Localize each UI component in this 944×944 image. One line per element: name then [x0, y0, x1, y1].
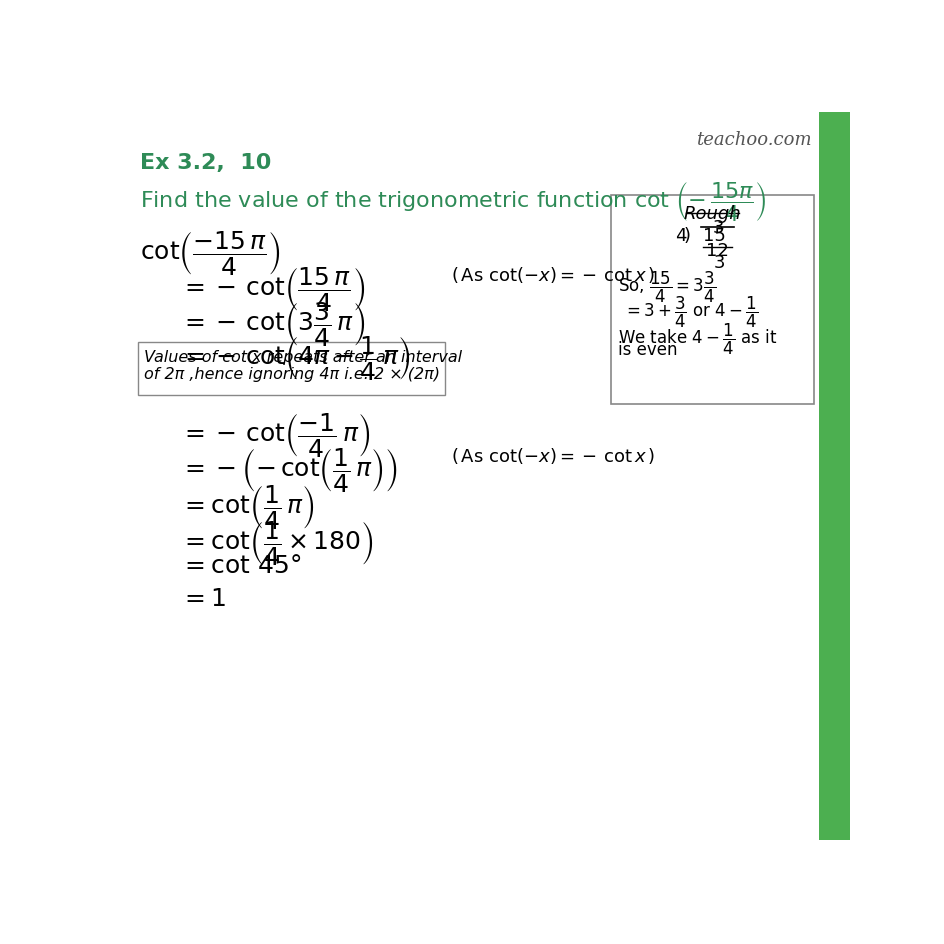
Text: $(\,\mathrm{As}\ \mathrm{cot}(-x) = -\,\mathrm{cot}\,x\,)$: $(\,\mathrm{As}\ \mathrm{cot}(-x) = -\,\…	[451, 446, 655, 465]
Text: $(\,\mathrm{As}\ \mathrm{cot}(-x) = -\,\mathrm{cot}\,x\,)$: $(\,\mathrm{As}\ \mathrm{cot}(-x) = -\,\…	[451, 265, 655, 285]
Text: We take $4-\dfrac{1}{4}$ as it: We take $4-\dfrac{1}{4}$ as it	[617, 321, 777, 356]
Text: $= -\,\mathrm{cot}\left(\dfrac{15\,\pi}{4}\right)$: $= -\,\mathrm{cot}\left(\dfrac{15\,\pi}{…	[180, 265, 364, 312]
FancyBboxPatch shape	[138, 343, 445, 396]
Text: $= \mathrm{cot}\ 45°$: $= \mathrm{cot}\ 45°$	[180, 553, 301, 577]
Text: ): )	[683, 228, 689, 245]
Text: $= 1$: $= 1$	[180, 586, 227, 611]
Text: 3: 3	[712, 219, 724, 237]
Text: $= \mathrm{cot}\left(\dfrac{1}{4}\times 180\right)$: $= \mathrm{cot}\left(\dfrac{1}{4}\times …	[180, 518, 374, 566]
Text: Rough: Rough	[683, 205, 741, 223]
Text: 15: 15	[702, 228, 725, 245]
Text: Find the value of the trigonometric function cot $\left(-\,\dfrac{15\pi}{4}\righ: Find the value of the trigonometric func…	[140, 180, 766, 223]
Text: $= -\,\mathrm{cot}\left(\dfrac{-1}{4}\,\pi\right)$: $= -\,\mathrm{cot}\left(\dfrac{-1}{4}\,\…	[180, 411, 370, 459]
Text: teachoo.com: teachoo.com	[696, 131, 811, 149]
Text: $\mathrm{cot}\left(\dfrac{-15\,\pi}{4}\right)$: $\mathrm{cot}\left(\dfrac{-15\,\pi}{4}\r…	[140, 228, 280, 277]
Text: 12: 12	[705, 242, 728, 260]
Text: Values of cot x repeats after an interval
of 2π ,hence ignoring 4π i.e. 2 × (2π): Values of cot x repeats after an interva…	[144, 349, 463, 381]
Text: 4: 4	[674, 228, 685, 245]
Text: $= \mathrm{cot}\left(\dfrac{1}{4}\,\pi\right)$: $= \mathrm{cot}\left(\dfrac{1}{4}\,\pi\r…	[180, 482, 314, 531]
Text: is even: is even	[617, 340, 677, 358]
Text: So, $\dfrac{15}{4} = 3\dfrac{3}{4}$: So, $\dfrac{15}{4} = 3\dfrac{3}{4}$	[617, 269, 716, 305]
Text: $= -\,\mathrm{cot}\left(3\dfrac{3}{4}\,\pi\right)$: $= -\,\mathrm{cot}\left(3\dfrac{3}{4}\,\…	[180, 299, 364, 347]
Text: $= -\,\mathrm{cot}\left(4\pi - \dfrac{1}{4}\,\pi\right)$: $= -\,\mathrm{cot}\left(4\pi - \dfrac{1}…	[180, 334, 411, 382]
FancyBboxPatch shape	[611, 195, 813, 405]
Text: $= -\left(-\,\mathrm{cot}\left(\dfrac{1}{4}\,\pi\right)\right)$: $= -\left(-\,\mathrm{cot}\left(\dfrac{1}…	[180, 446, 397, 494]
Text: $= 3+\dfrac{3}{4}$ or $4-\dfrac{1}{4}$: $= 3+\dfrac{3}{4}$ or $4-\dfrac{1}{4}$	[622, 294, 757, 329]
Bar	[818, 113, 850, 840]
Text: 3: 3	[714, 253, 725, 271]
Text: Ex 3.2,  10: Ex 3.2, 10	[140, 153, 271, 174]
